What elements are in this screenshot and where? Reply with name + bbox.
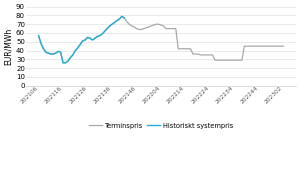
Historiskt systempris bbox=[61, 62, 65, 64]
Historiskt systempris bbox=[59, 51, 62, 53]
Historiskt systempris bbox=[96, 35, 99, 37]
Line: Terminspris: Terminspris bbox=[39, 16, 284, 63]
Y-axis label: EUR/MWh: EUR/MWh bbox=[4, 28, 13, 65]
Terminspris bbox=[61, 62, 65, 64]
Historiskt systempris bbox=[88, 37, 92, 39]
Historiskt systempris bbox=[66, 60, 70, 62]
Historiskt systempris bbox=[100, 33, 104, 35]
Historiskt systempris bbox=[118, 18, 121, 20]
Legend: Terminspris, Historiskt systempris: Terminspris, Historiskt systempris bbox=[86, 120, 236, 131]
Historiskt systempris bbox=[49, 53, 52, 55]
Historiskt systempris bbox=[113, 22, 116, 24]
Historiskt systempris bbox=[37, 35, 40, 37]
Historiskt systempris bbox=[44, 51, 48, 53]
Historiskt systempris bbox=[115, 20, 119, 22]
Historiskt systempris bbox=[78, 43, 82, 45]
Historiskt systempris bbox=[71, 54, 75, 56]
Terminspris bbox=[120, 15, 124, 17]
Terminspris bbox=[37, 35, 40, 37]
Historiskt systempris bbox=[54, 52, 58, 54]
Historiskt systempris bbox=[83, 39, 87, 41]
Terminspris bbox=[225, 59, 229, 61]
Historiskt systempris bbox=[56, 50, 60, 52]
Historiskt systempris bbox=[46, 52, 50, 54]
Historiskt systempris bbox=[64, 62, 67, 64]
Terminspris bbox=[189, 48, 192, 50]
Historiskt systempris bbox=[39, 42, 43, 45]
Terminspris bbox=[54, 52, 58, 54]
Historiskt systempris bbox=[74, 50, 77, 52]
Historiskt systempris bbox=[110, 23, 114, 25]
Historiskt systempris bbox=[42, 48, 45, 50]
Historiskt systempris bbox=[91, 39, 94, 41]
Historiskt systempris bbox=[93, 37, 97, 39]
Historiskt systempris bbox=[122, 17, 126, 19]
Historiskt systempris bbox=[108, 25, 111, 27]
Line: Historiskt systempris: Historiskt systempris bbox=[39, 16, 124, 63]
Terminspris bbox=[100, 33, 104, 35]
Terminspris bbox=[154, 23, 158, 25]
Terminspris bbox=[282, 45, 285, 47]
Historiskt systempris bbox=[76, 47, 80, 49]
Terminspris bbox=[213, 59, 217, 61]
Historiskt systempris bbox=[120, 15, 124, 17]
Historiskt systempris bbox=[103, 30, 106, 32]
Historiskt systempris bbox=[52, 53, 55, 55]
Historiskt systempris bbox=[86, 36, 89, 38]
Historiskt systempris bbox=[69, 57, 72, 59]
Historiskt systempris bbox=[98, 35, 102, 37]
Historiskt systempris bbox=[105, 28, 109, 30]
Historiskt systempris bbox=[81, 40, 85, 42]
